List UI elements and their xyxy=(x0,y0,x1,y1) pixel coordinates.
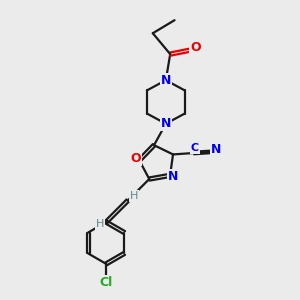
Text: N: N xyxy=(168,170,179,183)
Text: N: N xyxy=(161,117,171,130)
Text: C: C xyxy=(191,143,199,153)
Text: N: N xyxy=(161,74,171,87)
Text: H: H xyxy=(130,191,138,201)
Text: H: H xyxy=(96,219,104,229)
Text: N: N xyxy=(211,143,221,156)
Text: Cl: Cl xyxy=(100,276,113,289)
Text: O: O xyxy=(190,41,201,54)
Text: O: O xyxy=(130,152,141,165)
